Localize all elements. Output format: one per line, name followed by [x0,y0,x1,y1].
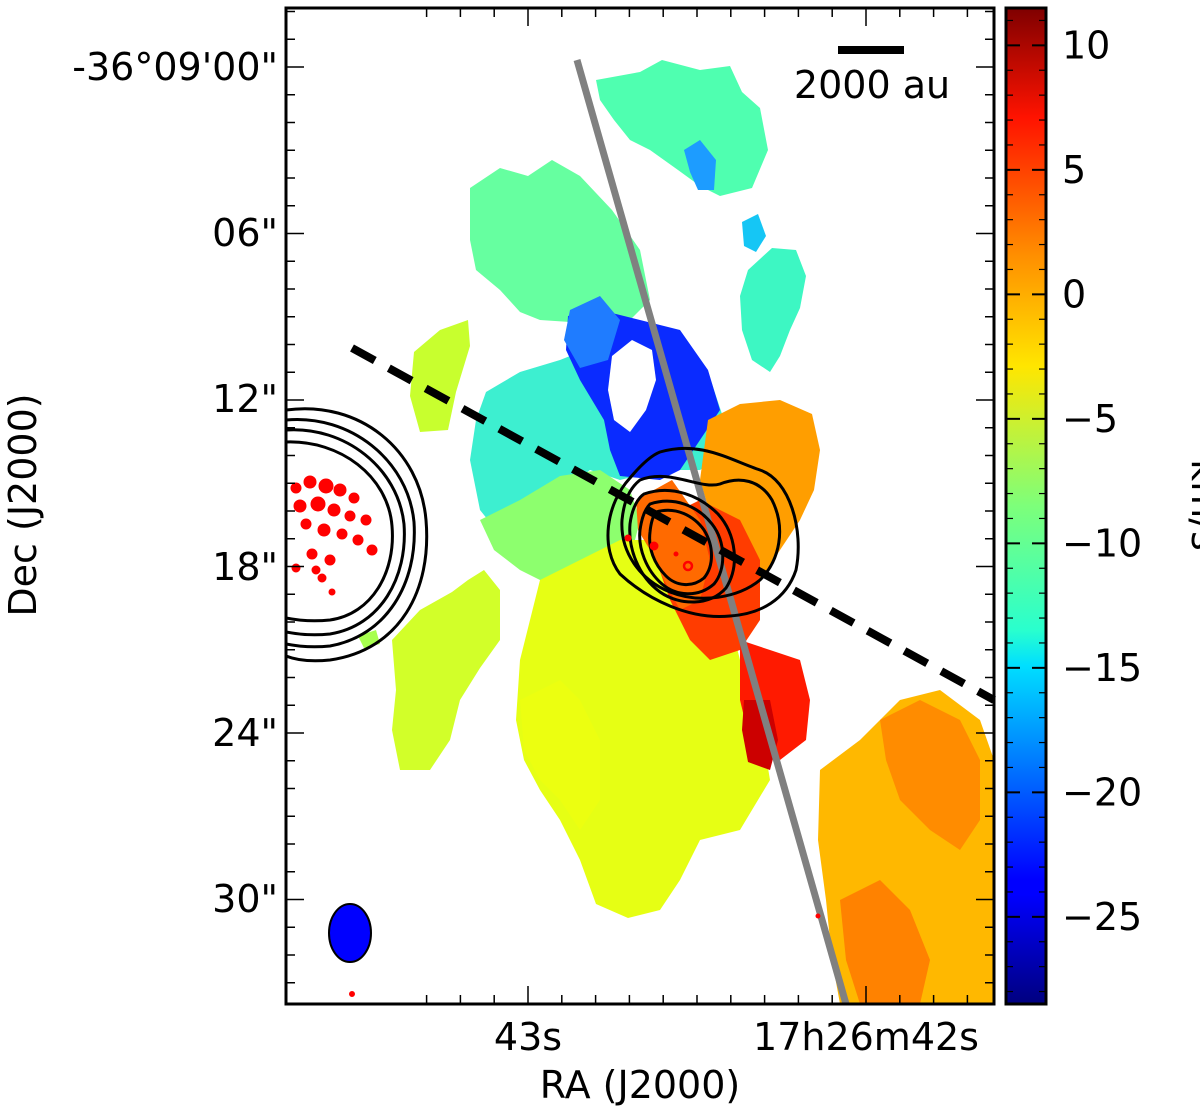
patch-top-cloud [596,60,768,196]
patch-right-cyan [740,248,806,372]
y-tick-label: 18" [212,545,278,589]
red-dot [293,499,307,513]
red-contours [290,475,821,997]
colorbar-tick-label: 10 [1062,23,1110,67]
contour-left-3 [286,428,406,637]
red-dot [333,483,347,497]
patch-upper-left [470,160,650,330]
y-tick-label: -36°09'00" [72,45,278,89]
patch-left-yellowgreen [410,320,470,432]
contour-center-3 [628,489,736,604]
colorbar-ticks: 10 5 0 −5 −10 −15 −20 −25 [1006,19,1142,993]
contour-left-2 [286,417,416,649]
y-axis-title: Dec (J2000) [1,393,45,616]
colorbar-tick-label: −20 [1062,770,1142,814]
contour-center-2 [620,474,782,600]
velocity-field [358,60,994,1004]
continuum-contours [286,407,800,663]
red-dot [815,913,821,919]
axis-ticks [286,8,994,1004]
beam-ellipse [328,903,372,963]
red-dot [649,541,659,551]
patch-blue-edge [564,296,620,368]
patch-left-lobe [392,570,500,770]
red-dot [310,496,326,512]
red-dot [324,554,336,566]
patch-bottom-right-orange [880,700,980,850]
patch-top-blue [684,140,716,190]
red-dot [624,534,632,542]
y-tick-label: 24" [212,711,278,755]
red-ring [682,560,694,572]
red-dot [318,478,334,494]
scale-bar-label: 2000 au [794,63,950,107]
red-dot [311,565,321,575]
red-dot [327,503,341,517]
red-dot [317,523,331,537]
patch-hole [608,340,656,432]
colorbar-tick-label: −10 [1062,521,1142,565]
contour-left-1 [286,407,429,663]
red-dot [366,544,378,556]
red-dot [303,475,317,489]
outflow-axis-line [573,59,850,1005]
contour-center-1 [606,446,800,619]
red-dot [317,573,327,583]
x-tick-label: 43s [494,1015,562,1059]
patch-bottom-right-lower [840,880,930,1004]
y-tick-label: 06" [212,211,278,255]
patch-darkred [742,700,778,770]
patch-right-cyan-small [742,214,766,252]
patch-small-left [358,630,380,648]
patch-lower-middle [520,680,600,830]
y-tick-label: 12" [212,377,278,421]
red-dot [673,551,679,557]
red-dot [360,514,372,526]
colorbar-tick-label: 5 [1062,148,1086,192]
x-tick-labels: 43s 17h26m42s [494,1015,979,1059]
red-dot [290,482,302,494]
colorbar [1004,6,1048,1006]
red-dot [344,510,356,522]
x-axis-title: RA (J2000) [540,1063,741,1107]
colorbar-tick-label: −25 [1062,895,1142,939]
red-dot [352,534,364,546]
colorbar-tick-label: −15 [1062,646,1142,690]
red-dot [306,548,318,560]
red-dot [328,588,336,596]
dashed-axis-line [350,344,996,704]
plot-frame [284,6,996,1006]
contour-center-5 [648,508,713,586]
x-tick-label: 17h26m42s [753,1015,979,1059]
y-tick-label: 30" [212,877,278,921]
red-dot [349,991,355,997]
contour-center-4 [638,499,725,596]
contour-left-4 [286,440,394,623]
colorbar-tick-label: 0 [1062,272,1086,316]
colorbar-tick-label: −5 [1062,397,1118,441]
colorbar-label: km/s [1183,459,1200,551]
red-dot [336,528,348,540]
red-dot [291,563,301,573]
y-tick-labels: -36°09'00" 06" 12" 18" 24" 30" [72,45,278,921]
red-dot [300,518,312,530]
red-dot [348,492,360,504]
